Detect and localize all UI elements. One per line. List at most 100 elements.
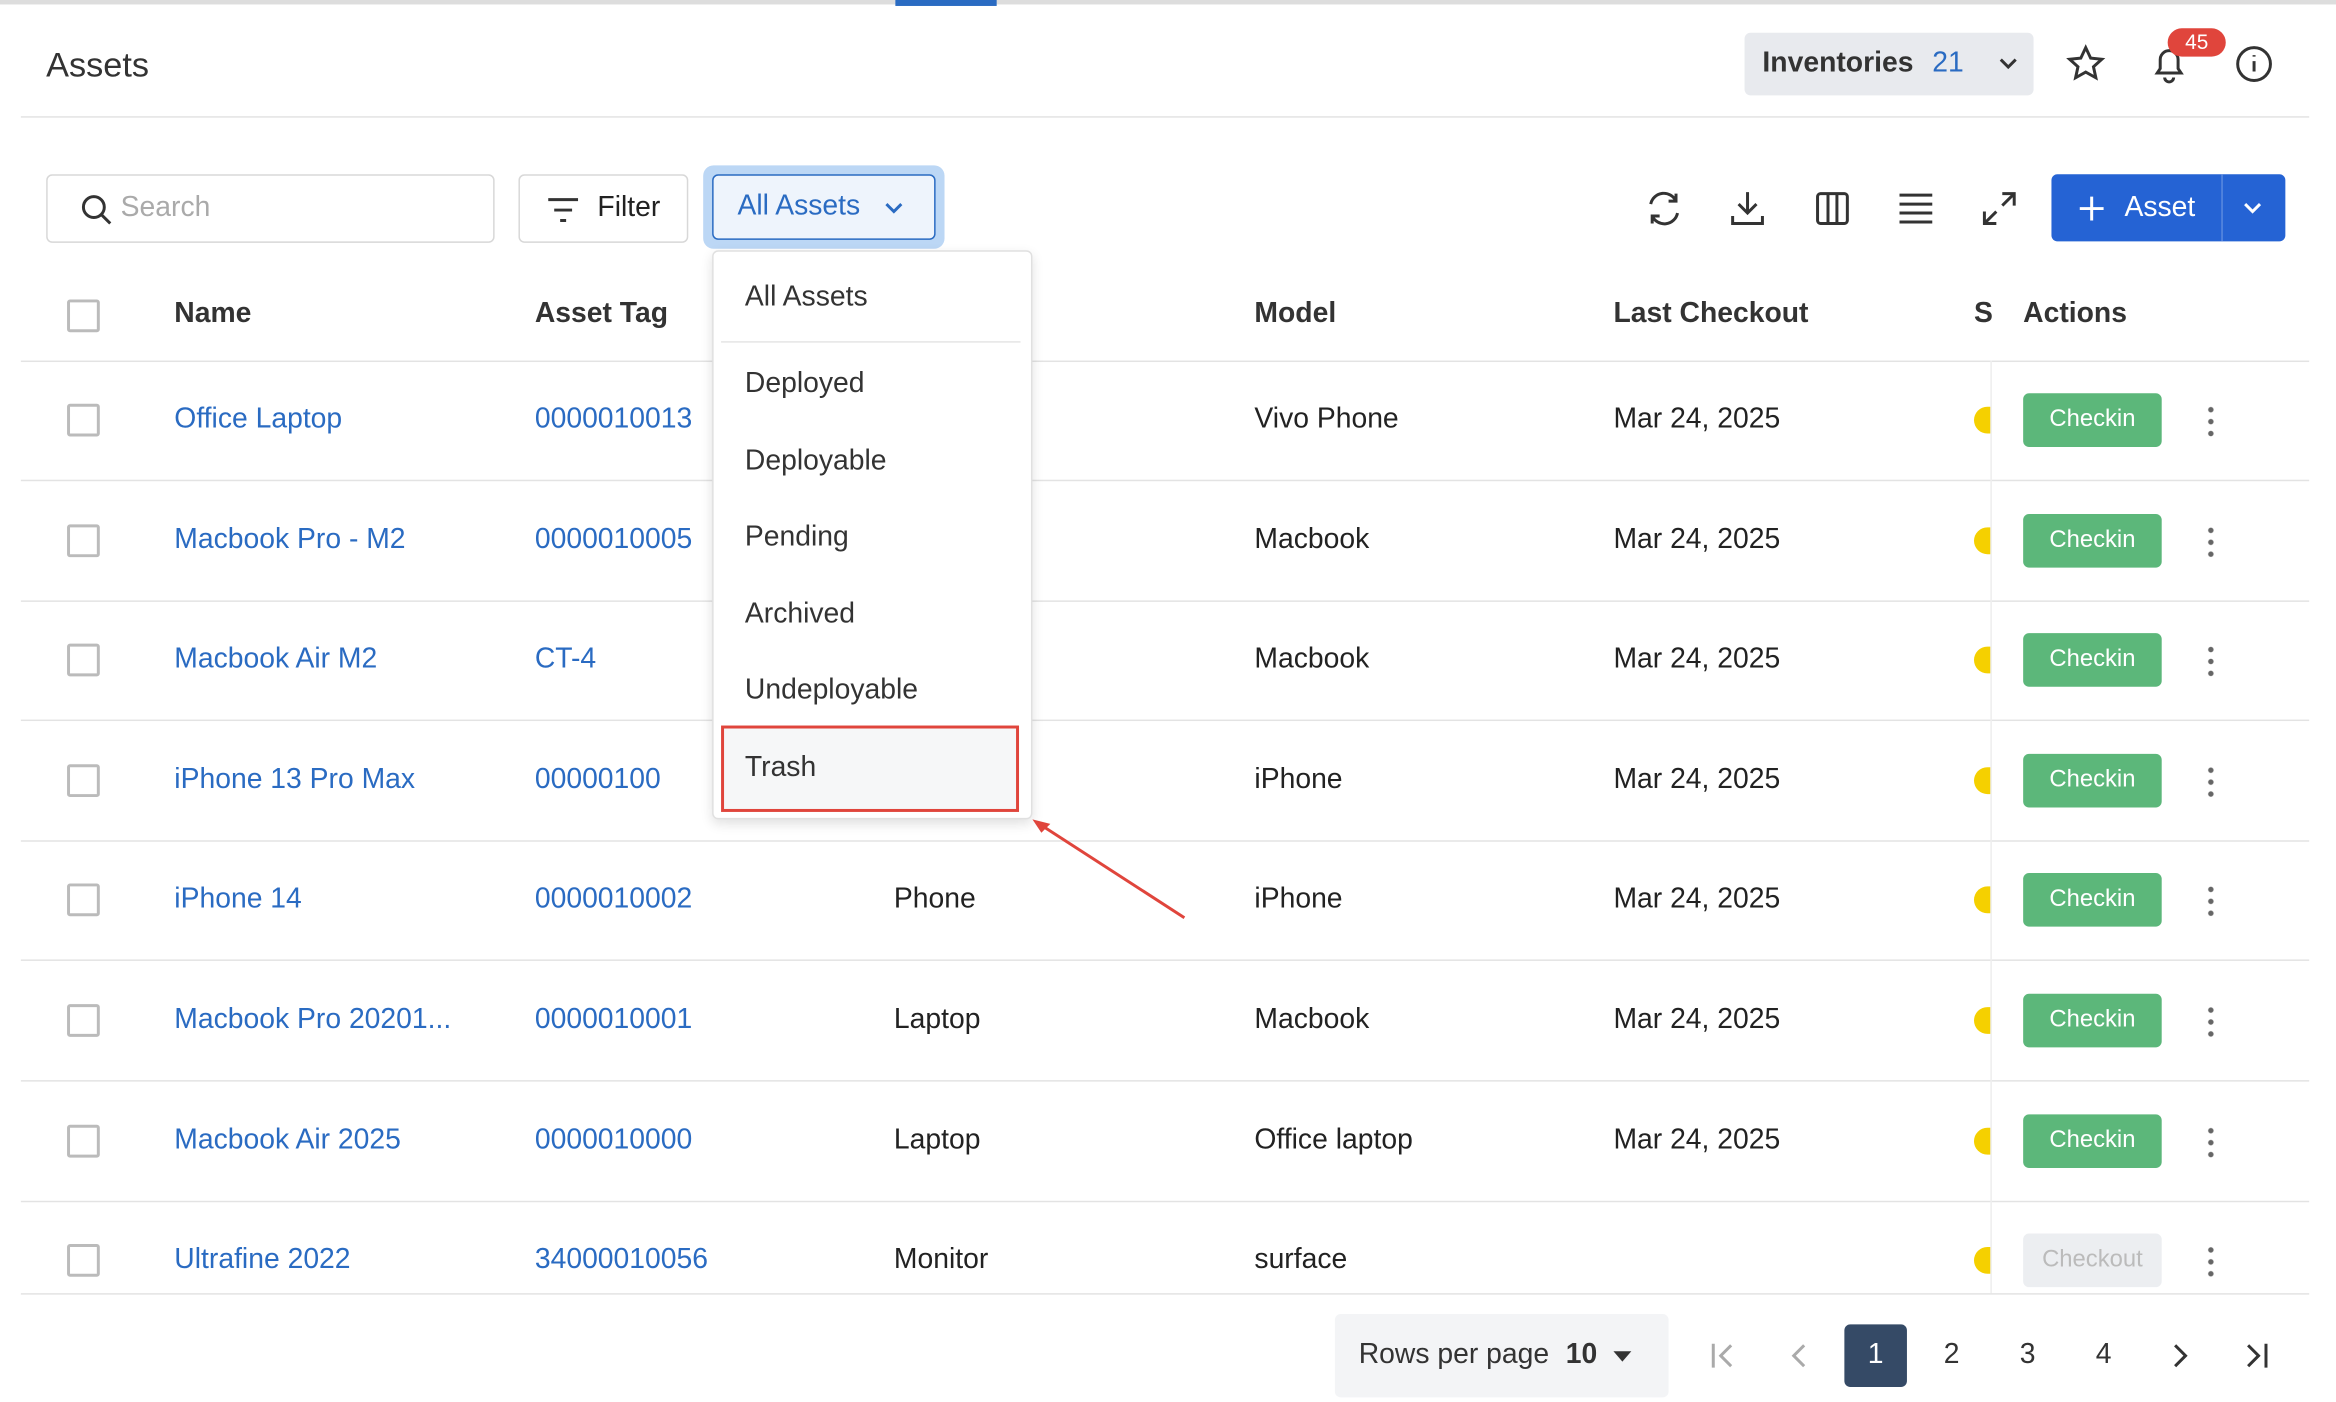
fullscreen-icon[interactable] — [1977, 186, 2022, 231]
divider — [20, 719, 2310, 722]
next-page[interactable] — [2163, 1339, 2196, 1372]
kebab-menu[interactable] — [2207, 643, 2214, 677]
search-box[interactable]: Search — [46, 174, 495, 243]
status-dot — [1973, 1007, 1991, 1034]
menu-option[interactable]: Undeployable — [744, 674, 919, 707]
page-button[interactable]: 4 — [2095, 1339, 2112, 1371]
menu-option[interactable]: Trash — [744, 752, 817, 784]
action-button[interactable]: Checkin — [2023, 873, 2162, 928]
column-header: Model — [1254, 297, 1337, 330]
row-checkbox[interactable] — [67, 403, 100, 437]
row-checkbox[interactable] — [67, 884, 100, 917]
filter-label: Filter — [597, 192, 661, 224]
cell-model: Macbook — [1254, 523, 1370, 556]
kebab-menu[interactable] — [2207, 523, 2214, 557]
cell-name[interactable]: Office Laptop — [174, 403, 343, 436]
dropdown-menu: All Assets Deployed Deployable Pending Archi… — [712, 250, 1033, 820]
action-button[interactable]: Checkin — [2023, 393, 2162, 447]
cell-model: Office laptop — [1254, 1124, 1413, 1156]
menu-option[interactable]: Archived — [744, 598, 856, 631]
status-dot — [1973, 1247, 1991, 1275]
cell-tag: 0000010000 — [534, 1124, 693, 1156]
cell-tag: 00000100 — [534, 763, 661, 796]
cell-last-checkout: Mar 24, 2025 — [1613, 643, 1781, 676]
page-button[interactable]: 1 — [1844, 1324, 1907, 1388]
cell-category: Phone — [893, 884, 976, 916]
menu-option[interactable]: Deployable — [744, 445, 887, 477]
cell-model: iPhone — [1254, 763, 1343, 796]
cell-last-checkout: Mar 24, 2025 — [1613, 884, 1781, 916]
info-icon[interactable] — [2233, 43, 2275, 85]
row-checkbox[interactable] — [67, 523, 100, 557]
status-dot — [1973, 646, 1991, 674]
row-checkbox[interactable] — [67, 1244, 100, 1278]
status-dot — [1973, 526, 1991, 554]
tab-indicator — [895, 0, 997, 6]
kebab-menu[interactable] — [2207, 763, 2214, 797]
action-button[interactable]: Checkin — [2023, 633, 2162, 688]
last-page[interactable] — [2239, 1339, 2272, 1372]
action-button[interactable]: Checkout — [2023, 1233, 2162, 1288]
download-icon[interactable] — [1725, 186, 1770, 231]
divider — [20, 116, 2310, 118]
chevron — [885, 203, 903, 214]
rows-per-page-label: Rows per page — [1358, 1339, 1550, 1371]
cell-tag: CT-4 — [534, 643, 597, 676]
filter-button[interactable]: Filter — [518, 174, 689, 243]
header-checkbox[interactable] — [67, 299, 100, 333]
menu-option[interactable]: Deployed — [744, 367, 865, 400]
divider — [20, 839, 2310, 842]
cell-last-checkout: Mar 24, 2025 — [1613, 1124, 1781, 1156]
footer-divider — [20, 1293, 2310, 1295]
highlight-box — [721, 725, 1020, 812]
prev-page[interactable] — [1783, 1339, 1816, 1372]
row-checkbox[interactable] — [67, 763, 100, 797]
menu-option[interactable]: Pending — [744, 521, 849, 553]
filter-icon — [548, 198, 579, 222]
cell-name[interactable]: Ultrafine 2022 — [174, 1244, 351, 1276]
page-title: Assets — [46, 45, 150, 85]
action-button[interactable]: Checkin — [2023, 993, 2162, 1048]
cell-name[interactable]: iPhone 13 Pro Max — [174, 763, 416, 796]
cell-last-checkout: Mar 24, 2025 — [1613, 403, 1781, 436]
row-checkbox[interactable] — [67, 1004, 100, 1037]
cell-name[interactable]: Macbook Air M2 — [174, 643, 378, 676]
refresh-icon[interactable] — [1642, 186, 1687, 231]
star-icon[interactable] — [2065, 43, 2107, 85]
menu-option[interactable]: All Assets — [744, 281, 868, 313]
cell-category: Laptop — [893, 1004, 981, 1036]
cell-category: Laptop — [893, 1124, 981, 1156]
page-button[interactable]: 2 — [1943, 1339, 1960, 1371]
menu-divider — [721, 341, 1021, 343]
density-icon[interactable] — [1894, 186, 1939, 231]
action-button[interactable]: Checkin — [2023, 513, 2162, 568]
row-checkbox[interactable] — [67, 1124, 100, 1157]
kebab-menu[interactable] — [2207, 1244, 2214, 1278]
cell-name[interactable]: iPhone 14 — [174, 884, 302, 916]
columns-icon[interactable] — [1810, 186, 1855, 231]
action-button[interactable]: Checkin — [2023, 1113, 2162, 1168]
view-label: All Assets — [737, 190, 861, 222]
page-button[interactable]: 3 — [2019, 1339, 2036, 1371]
cell-tag: 0000010001 — [534, 1004, 693, 1036]
column-header: Last Checkout — [1613, 297, 1809, 330]
column-header: Name — [174, 297, 252, 330]
add-asset-button[interactable]: Asset — [2051, 174, 2286, 242]
kebab-menu[interactable] — [2207, 403, 2214, 437]
kebab-menu[interactable] — [2207, 884, 2214, 917]
row-checkbox[interactable] — [67, 643, 100, 677]
cell-name[interactable]: Macbook Pro - M2 — [174, 523, 406, 556]
cell-last-checkout: Mar 24, 2025 — [1613, 1004, 1781, 1036]
kebab-menu[interactable] — [2207, 1124, 2214, 1157]
cell-name[interactable]: Macbook Air 2025 — [174, 1124, 401, 1156]
action-button[interactable]: Checkin — [2023, 753, 2162, 808]
view-selector[interactable]: All Assets — [712, 174, 936, 240]
inventory-selector[interactable]: Inventories 21 — [1744, 32, 2034, 96]
split — [2221, 174, 2223, 242]
rows-per-page[interactable]: Rows per page 10 — [1334, 1314, 1669, 1398]
cell-name[interactable]: Macbook Pro 20201... — [174, 1004, 452, 1036]
first-page[interactable] — [1707, 1339, 1740, 1372]
kebab-menu[interactable] — [2207, 1004, 2214, 1037]
cell-tag: 0000010005 — [534, 523, 693, 556]
